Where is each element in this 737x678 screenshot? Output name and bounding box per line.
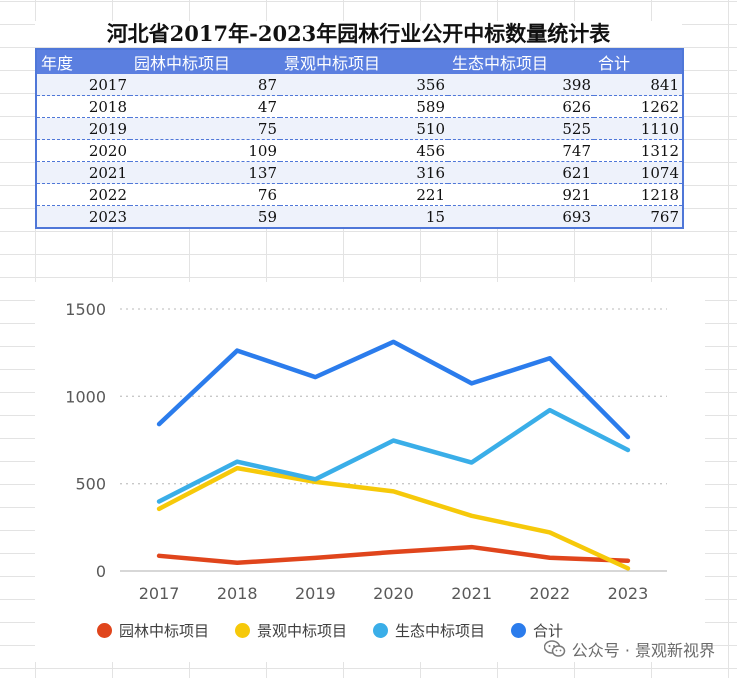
header-ecology: 生态中标项目 [448, 49, 594, 74]
chart-legend: 园林中标项目 景观中标项目 生态中标项目 合计 [97, 620, 563, 641]
cell-year: 2021 [36, 161, 130, 184]
cell-year: 2022 [36, 183, 130, 206]
legend-item-landscape[interactable]: 景观中标项目 [235, 620, 347, 641]
y-tick-label: 1000 [65, 387, 106, 406]
line-chart[interactable]: 0 500 1000 1500 2017 2018 2019 2020 2021 2022 2023 [35, 282, 705, 612]
legend-label-landscape: 景观中标项目 [257, 622, 348, 640]
x-tick-label: 2022 [529, 584, 570, 603]
watermark-text: 公众号 · 景观新视界 [571, 641, 715, 660]
table-row: 2018 47 589 626 1262 [36, 95, 683, 118]
cell-ecology: 525 [448, 117, 594, 140]
cell-total: 767 [594, 205, 683, 228]
cell-ecology: 621 [448, 161, 594, 184]
table-row: 2017 87 356 398 841 [36, 74, 683, 96]
cell-garden: 87 [130, 74, 280, 96]
cell-landscape: 510 [280, 117, 448, 140]
cell-total: 1110 [594, 117, 683, 140]
cell-ecology: 693 [448, 205, 594, 228]
x-tick-label: 2020 [373, 584, 414, 603]
y-tick-label: 0 [96, 562, 106, 581]
cell-total: 1262 [594, 95, 683, 118]
cell-landscape: 221 [280, 183, 448, 206]
cell-year: 2017 [36, 74, 130, 96]
cell-total: 1218 [594, 183, 683, 206]
y-tick-label: 500 [75, 475, 106, 494]
legend-label-total: 合计 [533, 622, 564, 640]
legend-marker-landscape [235, 623, 251, 638]
legend-item-ecology[interactable]: 生态中标项目 [373, 620, 485, 641]
cell-year: 2020 [36, 139, 130, 162]
watermark: 公众号 · 景观新视界 [543, 637, 715, 661]
legend-marker-total [511, 623, 527, 638]
table-row: 2022 76 221 921 1218 [36, 183, 683, 206]
cell-total: 1074 [594, 161, 683, 184]
cell-ecology: 398 [448, 74, 594, 96]
wechat-icon [543, 640, 566, 658]
series-line-garden [156, 544, 631, 566]
table-row: 2020 109 456 747 1312 [36, 139, 683, 162]
legend-marker-garden [97, 623, 112, 638]
cell-year: 2018 [36, 95, 130, 118]
cell-ecology: 747 [448, 139, 594, 162]
x-tick-label: 2019 [295, 584, 336, 603]
header-garden: 园林中标项目 [130, 49, 280, 74]
cell-landscape: 456 [280, 139, 448, 162]
legend-item-total[interactable]: 合计 [511, 620, 563, 641]
header-total: 合计 [594, 49, 683, 74]
cell-year: 2019 [36, 117, 130, 140]
y-tick-label: 1500 [65, 300, 106, 319]
cell-year: 2023 [36, 205, 130, 228]
legend-item-garden[interactable]: 园林中标项目 [97, 620, 209, 641]
header-year: 年度 [36, 49, 130, 74]
cell-landscape: 356 [280, 74, 448, 96]
series-line-total [156, 339, 631, 440]
legend-label-garden: 园林中标项目 [119, 622, 210, 640]
x-tick-label: 2017 [139, 584, 180, 603]
cell-total: 1312 [594, 139, 683, 162]
cell-garden: 109 [130, 139, 280, 162]
table-title: 河北省2017年-2023年园林行业公开中标数量统计表 [35, 21, 682, 47]
table-row: 2021 137 316 621 1074 [36, 161, 683, 184]
cell-garden: 59 [130, 205, 280, 228]
cell-landscape: 15 [280, 205, 448, 228]
table-row: 2023 59 15 693 767 [36, 205, 683, 228]
cell-garden: 75 [130, 117, 280, 140]
x-tick-label: 2023 [608, 584, 649, 603]
legend-marker-ecology [373, 623, 389, 638]
x-tick-label: 2018 [217, 584, 258, 603]
cell-landscape: 589 [280, 95, 448, 118]
cell-garden: 137 [130, 161, 280, 184]
cell-total: 841 [594, 74, 683, 96]
chart-area[interactable]: 0 500 1000 1500 2017 2018 2019 2020 2021 2022 2023… [35, 282, 705, 662]
table-header-row: 年度 园林中标项目 景观中标项目 生态中标项目 合计 [36, 49, 683, 74]
series-line-landscape [156, 465, 631, 571]
cell-garden: 76 [130, 183, 280, 206]
cell-garden: 47 [130, 95, 280, 118]
table-row: 2019 75 510 525 1110 [36, 117, 683, 140]
cell-ecology: 921 [448, 183, 594, 206]
cell-landscape: 316 [280, 161, 448, 184]
cell-ecology: 626 [448, 95, 594, 118]
x-tick-label: 2021 [451, 584, 492, 603]
header-landscape: 景观中标项目 [280, 49, 448, 74]
legend-label-ecology: 生态中标项目 [395, 622, 486, 640]
series-line-ecology [156, 407, 631, 504]
data-table: 年度 园林中标项目 景观中标项目 生态中标项目 合计 2017 87 356 3… [35, 48, 684, 229]
